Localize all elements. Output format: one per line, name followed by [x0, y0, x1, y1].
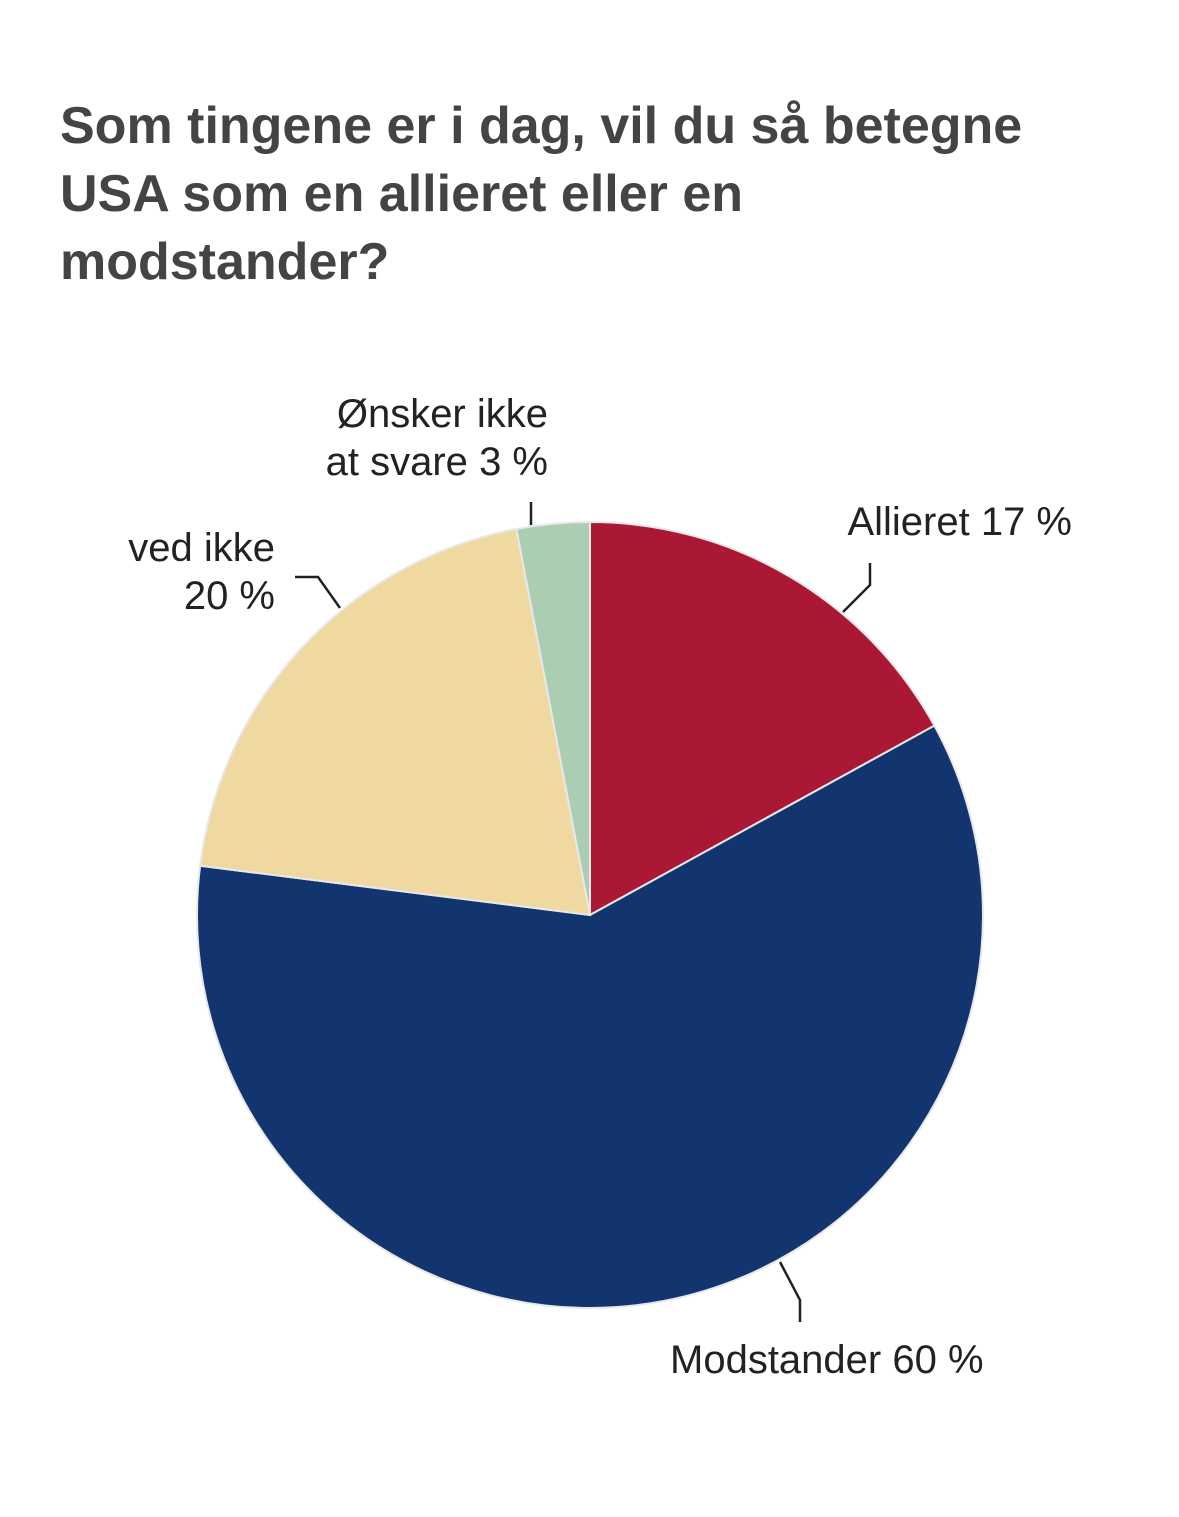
- value-label: 17 %: [980, 500, 1072, 544]
- chart-title: Som tingene er i dag, vil du så betegne …: [60, 97, 1023, 291]
- category-label: Modstander: [670, 1338, 882, 1382]
- pie-slice: [589, 520, 936, 917]
- value-label: 3 %: [479, 440, 548, 484]
- leader-line: [295, 575, 342, 609]
- slice-label: Modstander 60 %: [670, 1336, 984, 1384]
- slice-label: ved ikke 20 %: [128, 524, 275, 620]
- category-label: ved ikke: [128, 526, 275, 570]
- pie-slice: [196, 724, 984, 1309]
- pie-slice: [198, 527, 592, 917]
- category-label: Allieret: [847, 500, 970, 544]
- value-label: 60 %: [892, 1338, 984, 1382]
- value-label: 20 %: [183, 574, 275, 618]
- slice-label: Allieret 17 %: [847, 498, 1072, 546]
- category-label: Ønsker ikke at svare: [325, 392, 548, 484]
- slice-label: Ønsker ikke at svare 3 %: [308, 390, 548, 486]
- leader-line: [778, 1261, 802, 1322]
- pie-slice: [515, 520, 591, 916]
- leader-line: [842, 563, 872, 613]
